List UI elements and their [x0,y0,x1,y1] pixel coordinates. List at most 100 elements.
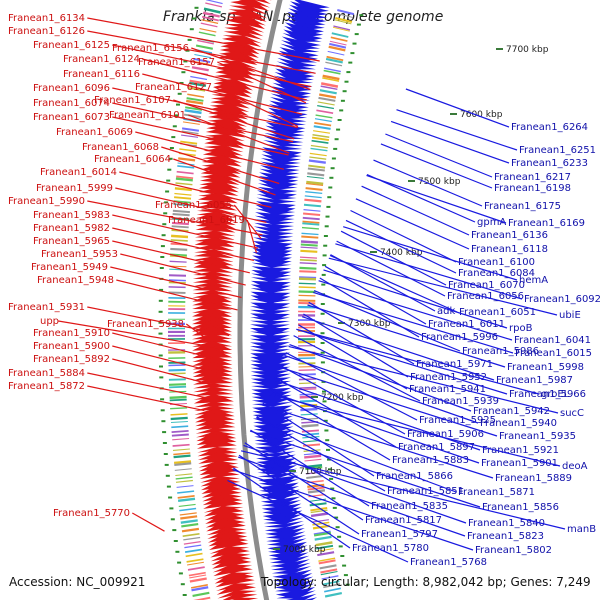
reverse-gene-arrow [271,566,312,575]
feature-tick [188,571,206,577]
scale-tick [173,540,178,542]
right-leader-line [350,209,457,263]
forward-gene-arrow [232,597,259,600]
feature-tick [168,372,186,375]
reverse-gene-arrow [251,273,292,280]
left-gene-label: Franean1_6127 [135,82,212,93]
reverse-gene-arrow [266,534,306,544]
feature-tick [304,195,322,199]
feature-tick [190,584,208,589]
reverse-gene-arrow [263,514,303,523]
forward-gene-arrow [210,98,250,109]
feature-tick [179,148,197,152]
feature-tick [300,407,318,412]
right-leader-line [405,88,510,128]
reverse-gene-arrow [272,82,312,92]
scale-tick [335,526,340,529]
right-gene-label: Franean1_5780 [352,543,429,554]
feature-tick [181,127,200,132]
kbp-label: 7400 kbp [380,248,423,258]
reverse-gene-arrow [250,345,291,352]
left-leader-line [188,114,290,154]
scale-tick [168,496,173,499]
scale-tick [320,332,325,335]
scale-tick [323,419,328,422]
feature-tick [184,548,203,553]
scale-tick [329,176,334,179]
feature-tick [316,109,334,114]
right-leader-line [302,316,495,381]
right-gene-label: Franean1_5941 [409,384,486,395]
forward-gene-arrow [192,307,233,317]
feature-tick [319,89,337,95]
forward-gene-arrow [212,86,252,98]
reverse-gene-arrow [256,461,297,472]
scale-tick [328,186,333,189]
right-gene-label: Franean1_5996 [421,332,498,343]
forward-gene-arrow [192,290,233,295]
feature-tick [301,226,319,230]
feature-tick [299,399,317,403]
scale-tick [161,420,166,423]
scale-tick [348,61,353,64]
forward-gene-arrow [193,386,234,393]
feature-tick [178,157,196,162]
feature-tick [318,559,336,565]
right-leader-line [396,109,518,151]
feature-tick [191,586,209,592]
scale-tick [321,283,326,286]
right-gene-label: Franean1_5987 [496,375,573,386]
feature-tick [334,19,352,25]
reverse-gene-arrow [277,57,317,68]
scale-tick [322,390,326,393]
reverse-gene-arrow [271,89,311,101]
feature-tick [322,580,340,586]
scale-tick [332,506,337,509]
right-gene-label: Franean1_6233 [511,158,588,169]
feature-tick [299,262,317,265]
reverse-gene-arrow [294,0,330,10]
feature-tick [321,575,339,580]
forward-gene-arrow [213,564,253,577]
right-leader-line [269,388,391,461]
reverse-gene-arrow [261,150,302,160]
scale-tick [192,17,197,20]
left-leader-line [58,320,225,350]
feature-tick [307,489,326,494]
right-gene-label: Franean1_6198 [494,183,571,194]
feature-tick [303,212,321,216]
feature-tick [299,270,317,273]
reverse-gene-arrow [262,510,303,522]
left-gene-label: Franean1_6068 [82,142,159,153]
feature-tick [172,209,190,214]
scale-tick [159,376,164,379]
reverse-gene-arrow [273,75,314,84]
reverse-gene-arrow [257,186,298,195]
forward-gene-arrow [194,413,235,423]
feature-tick [329,40,347,46]
right-gene-label: Franean1_5797 [361,529,438,540]
forward-gene-arrow [229,5,269,15]
forward-gene-arrow [194,244,235,251]
scale-tick [324,429,329,432]
feature-tick [189,81,207,88]
feature-tick [182,533,200,537]
scale-tick [158,299,163,302]
feature-tick [299,386,317,389]
right-leader-line [296,328,540,395]
feature-tick [193,596,211,600]
right-gene-label: Franean1_6136 [471,230,548,241]
feature-tick [170,420,188,424]
reverse-gene-arrow [250,338,291,344]
right-leader-line [238,456,466,537]
right-gene-label: Franean1_5939 [422,396,499,407]
right-leader-line [313,291,514,354]
feature-tick [322,74,340,81]
feature-tick [183,536,201,541]
feature-tick [195,44,214,50]
feature-tick [179,507,197,512]
right-gene-label: Franean1_6175 [484,201,561,212]
right-gene-label: Franean1_6217 [494,172,571,183]
reverse-gene-arrow [250,324,291,330]
feature-tick [181,130,199,135]
